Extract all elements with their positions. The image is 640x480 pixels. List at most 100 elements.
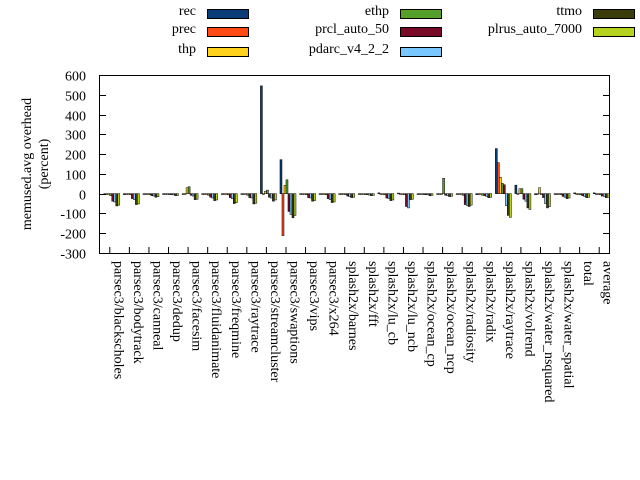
bar-plrus_auto_7000-splash2x-radiosity [469,193,473,206]
bar-ttmo-splash2x-water-nsquared [546,193,549,209]
x-tick-label: splash2x/lu_ncb [404,261,419,352]
bar-prcl_auto_50-splash2x-water-nsquared [542,193,545,198]
x-tick-label: splash2x/water_spatial [561,261,576,389]
legend-label-ethp: ethp [364,4,389,19]
bar-plrus_auto_7000-splash2x-ocean-ncp [450,193,453,197]
legend-label-pdarc_v4_2_2: pdarc_v4_2_2 [308,42,389,57]
x-tick-label: parsec3/freqmine [228,261,243,358]
bar-thp-splash2x-water-nsquared [538,187,541,194]
bar-prec-splash2x-barnes [340,193,343,195]
bar-plrus_auto_7000-splash2x-lu-cb [391,193,395,201]
x-tick-label: average [600,261,615,305]
bar-ethp-splash2x-water-nsquared [540,193,543,195]
bar-ethp-splash2x-lu-cb [383,193,387,195]
bar-prcl_auto_50-parsec3-bodytrack [131,193,134,199]
bar-ttmo-average [604,193,608,198]
bar-plrus_auto_7000-splash2x-water-nsquared [548,193,551,207]
bar-rec-parsec3-vips [299,193,302,195]
x-tick-label: parsec3/canneal [149,261,164,350]
x-tick-label: splash2x/raytrace [502,261,517,359]
bar-prec-parsec3-swaptions [281,193,285,236]
bar-prec-splash2x-lu-ncb [399,193,402,195]
bar-rec-average [592,192,596,194]
bar-pdarc_v4_2_2-parsec3-fluidanimate [211,193,214,199]
bar-prec-splash2x-lu-cb [379,193,383,195]
bar-ethp-splash2x-volrend [520,188,524,194]
bar-ethp-splash2x-barnes [344,193,347,195]
bar-ethp-parsec3-freqmine [227,193,230,196]
bar-plrus_auto_7000-splash2x-raytrace [509,193,512,218]
bar-prcl_auto_50-parsec3-canneal [150,193,154,196]
y-axis-label-line2: (percent) [37,138,52,189]
bar-thp-splash2x-ocean-cp [420,193,424,195]
legend-swatch-plrus_auto_7000 [593,27,635,37]
bar-pdarc_v4_2_2-splash2x-water-nsquared [544,193,547,204]
bar-plrus_auto_7000-parsec3-dedup [176,193,179,196]
bar-ttmo-splash2x-radiosity [467,193,471,207]
bar-thp-parsec3-swaptions [283,185,287,194]
bar-rec-parsec3-canneal [142,193,146,195]
bar-thp-splash2x-ocean-ncp [440,193,443,195]
bar-pdarc_v4_2_2-parsec3-bodytrack [133,193,136,200]
bar-prec-splash2x-radix [477,193,480,195]
bar-thp-parsec3-blackscholes [107,193,111,195]
bar-thp-parsec3-streamcluster [264,191,267,194]
bar-plrus_auto_7000-parsec3-canneal [156,193,160,197]
bar-prcl_auto_50-splash2x-lu-ncb [405,193,408,207]
bar-rec-splash2x-water-nsquared [534,193,537,195]
bar-prcl_auto_50-parsec3-freqmine [229,193,232,198]
bar-pdarc_v4_2_2-splash2x-raytrace [505,193,508,206]
bar-rec-splash2x-lu-ncb [397,192,400,195]
bar-rec-parsec3-freqmine [221,193,224,195]
bars-group [103,85,610,236]
bar-rec-splash2x-volrend [514,184,518,194]
bar-prec-parsec3-raytrace [242,193,246,195]
y-tick-label: 500 [65,90,86,105]
bar-prec-splash2x-raytrace [497,162,500,194]
bar-prec-parsec3-streamcluster [262,193,265,195]
bar-ttmo-parsec3-swaptions [291,193,295,219]
bar-plrus_auto_7000-splash2x-barnes [352,193,355,198]
bar-prcl_auto_50-splash2x-radix [483,193,486,196]
bar-prcl_auto_50-splash2x-water-spatial [561,193,565,197]
x-tick-label: splash2x/radix [482,261,497,343]
bar-pdarc_v4_2_2-splash2x-radiosity [465,193,469,206]
bar-thp-splash2x-volrend [518,188,522,194]
bar-ttmo-splash2x-fft [370,193,373,196]
bar-pdarc_v4_2_2-total [583,193,586,197]
x-tick-label: splash2x/water_nsquared [541,261,556,403]
bar-prec-parsec3-x264 [320,193,324,195]
y-tick-label: 200 [65,149,86,164]
y-tick-label: -100 [60,208,86,223]
legend-swatch-prcl_auto_50 [400,27,442,37]
bar-rec-parsec3-raytrace [240,193,244,195]
bar-ethp-parsec3-x264 [324,193,328,195]
bar-thp-splash2x-water-spatial [557,193,561,195]
bar-pdarc_v4_2_2-splash2x-lu-cb [387,193,391,199]
legend-label-rec: rec [178,4,196,19]
bar-prcl_auto_50-splash2x-barnes [346,193,349,197]
bar-ethp-parsec3-raytrace [246,193,250,196]
bar-ethp-splash2x-raytrace [501,183,504,194]
y-tick-label: -200 [60,228,86,243]
bar-ttmo-parsec3-fluidanimate [213,193,216,201]
bar-pdarc_v4_2_2-parsec3-vips [309,193,312,199]
bar-thp-splash2x-raytrace [499,177,502,194]
bar-prcl_auto_50-splash2x-lu-cb [385,193,389,199]
bar-ttmo-splash2x-barnes [350,193,353,198]
x-tick-label: splash2x/barnes [345,261,360,350]
bar-ttmo-parsec3-dedup [174,193,177,196]
bar-ttmo-parsec3-bodytrack [135,193,138,205]
bar-pdarc_v4_2_2-splash2x-volrend [524,193,528,202]
x-tick-label: parsec3/facesim [189,261,204,351]
x-tick-label: parsec3/fluidanimate [208,261,223,378]
bar-plrus_auto_7000-parsec3-vips [313,193,316,201]
legend-swatch-ttmo [593,9,635,19]
bar-prec-parsec3-facesim [183,193,187,195]
bar-ttmo-splash2x-radix [487,193,490,198]
bar-pdarc_v4_2_2-parsec3-streamcluster [270,193,273,199]
bar-prcl_auto_50-parsec3-streamcluster [268,193,271,198]
bar-ttmo-parsec3-vips [311,193,314,202]
bar-prcl_auto_50-parsec3-facesim [189,193,193,196]
